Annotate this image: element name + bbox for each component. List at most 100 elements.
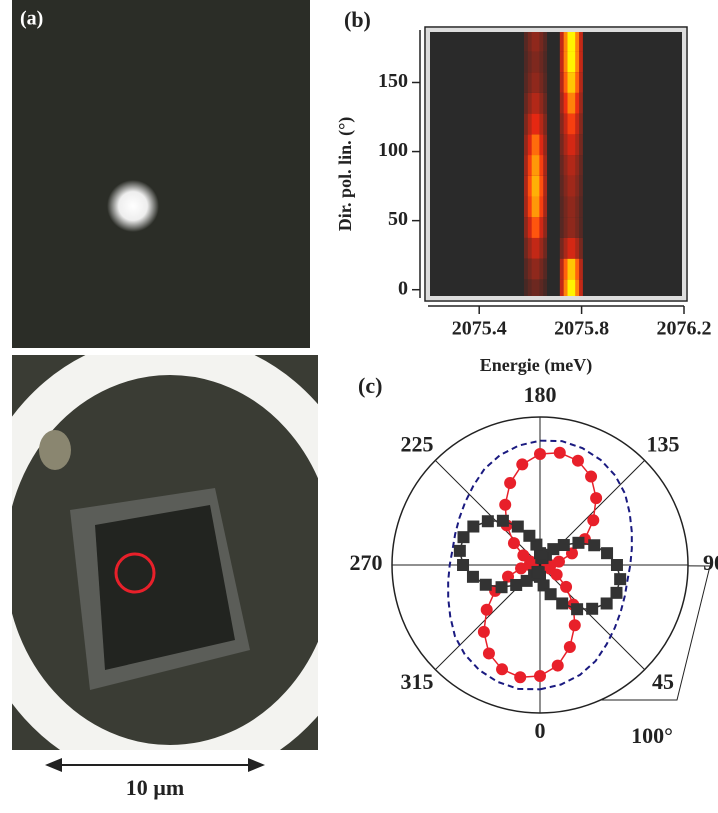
data-point: [590, 492, 602, 504]
data-point: [569, 619, 581, 631]
heat-cell: [532, 134, 540, 155]
data-point: [508, 537, 520, 549]
data-point: [534, 670, 546, 682]
theta-tick-label: 180: [524, 382, 557, 407]
data-point: [499, 499, 511, 511]
data-point: [504, 477, 516, 489]
theta-tick-label: 270: [350, 550, 383, 575]
heat-cell: [568, 196, 576, 217]
data-point: [553, 556, 565, 568]
data-point: [586, 603, 598, 615]
heat-cell: [532, 196, 540, 217]
y-tick-label: 50: [388, 208, 408, 230]
data-point: [534, 448, 546, 460]
heat-cell: [532, 93, 540, 114]
data-point: [512, 521, 524, 533]
panel-label: (c): [358, 373, 382, 398]
x-tick-label: 2075.8: [554, 318, 609, 340]
data-point: [560, 581, 572, 593]
data-point: [585, 471, 597, 483]
heat-cell: [532, 114, 540, 135]
data-point: [496, 663, 508, 675]
data-point: [483, 647, 495, 659]
data-point: [515, 562, 527, 574]
data-point: [478, 626, 490, 638]
heat-cell: [532, 155, 540, 176]
theta-tick-label: 315: [400, 669, 433, 694]
data-point: [572, 455, 584, 467]
panel-label: (a): [20, 8, 43, 30]
y-axis-label: Dir. pol. lin. (°): [335, 117, 356, 232]
x-tick-label: 2075.4: [452, 318, 507, 340]
y-tick-label: 150: [378, 70, 408, 92]
heat-cell: [568, 114, 576, 135]
heat-cell: [568, 93, 576, 114]
plot-background: [428, 30, 684, 298]
heat-cell: [568, 176, 576, 197]
data-point: [588, 539, 600, 551]
theta-tick-label: 225: [400, 431, 433, 456]
data-point: [457, 559, 469, 571]
heat-cell: [568, 51, 576, 72]
heat-cell: [568, 155, 576, 176]
data-point: [467, 571, 479, 583]
emission-spot: [107, 180, 159, 232]
data-point: [601, 547, 613, 559]
heat-cell: [568, 217, 576, 238]
image-photoluminescence: [12, 0, 310, 348]
data-point: [510, 579, 522, 591]
data-point: [545, 588, 557, 600]
heat-cell: [568, 259, 576, 280]
scale-label: 10 µm: [126, 775, 185, 800]
data-point: [558, 539, 570, 551]
data-point: [601, 597, 613, 609]
heat-cell: [532, 31, 540, 52]
data-point: [514, 671, 526, 683]
heat-cell: [532, 259, 540, 280]
heat-cell: [568, 238, 576, 259]
heat-cell: [568, 31, 576, 52]
data-point: [611, 559, 623, 571]
heat-cell: [532, 51, 540, 72]
heat-cell: [532, 176, 540, 197]
data-point: [467, 521, 479, 533]
x-tick-label: 2076.2: [657, 318, 712, 340]
theta-tick-label: 45: [652, 669, 674, 694]
heat-cell: [532, 72, 540, 93]
data-point: [458, 531, 470, 543]
heat-cell: [568, 72, 576, 93]
data-point: [572, 537, 584, 549]
theta-tick-label: 135: [647, 431, 680, 456]
data-point: [482, 515, 494, 527]
panel-c: 0 45 90 135 180 225 270 315 100° (c): [350, 373, 718, 748]
data-point: [614, 573, 626, 585]
particle: [39, 430, 71, 470]
data-point: [496, 581, 508, 593]
data-point: [454, 545, 466, 557]
data-point: [610, 587, 622, 599]
x-axis-label: Energie (meV): [480, 355, 592, 376]
heat-cell: [532, 238, 540, 259]
data-point: [554, 447, 566, 459]
panel-label: (b): [344, 7, 371, 32]
image-microscope: [0, 355, 355, 765]
theta-tick-label: 0: [535, 718, 546, 743]
data-point: [516, 458, 528, 470]
data-point: [481, 604, 493, 616]
heat-cell: [568, 134, 576, 155]
heat-cell: [532, 217, 540, 238]
annotation: 100°: [631, 723, 673, 748]
data-point: [533, 566, 545, 578]
data-point: [523, 530, 535, 542]
data-point: [497, 515, 509, 527]
data-point: [552, 660, 564, 672]
data-point: [556, 597, 568, 609]
panel-b: 2075.4 2075.8 2076.2 0 50 100 150 Energie (meV)…: [335, 7, 711, 376]
y-tick-label: 0: [398, 277, 408, 299]
y-tick-label: 100: [378, 139, 408, 161]
theta-tick-label: 90: [703, 550, 718, 575]
data-point: [564, 641, 576, 653]
data-point: [480, 579, 492, 591]
data-point: [571, 603, 583, 615]
